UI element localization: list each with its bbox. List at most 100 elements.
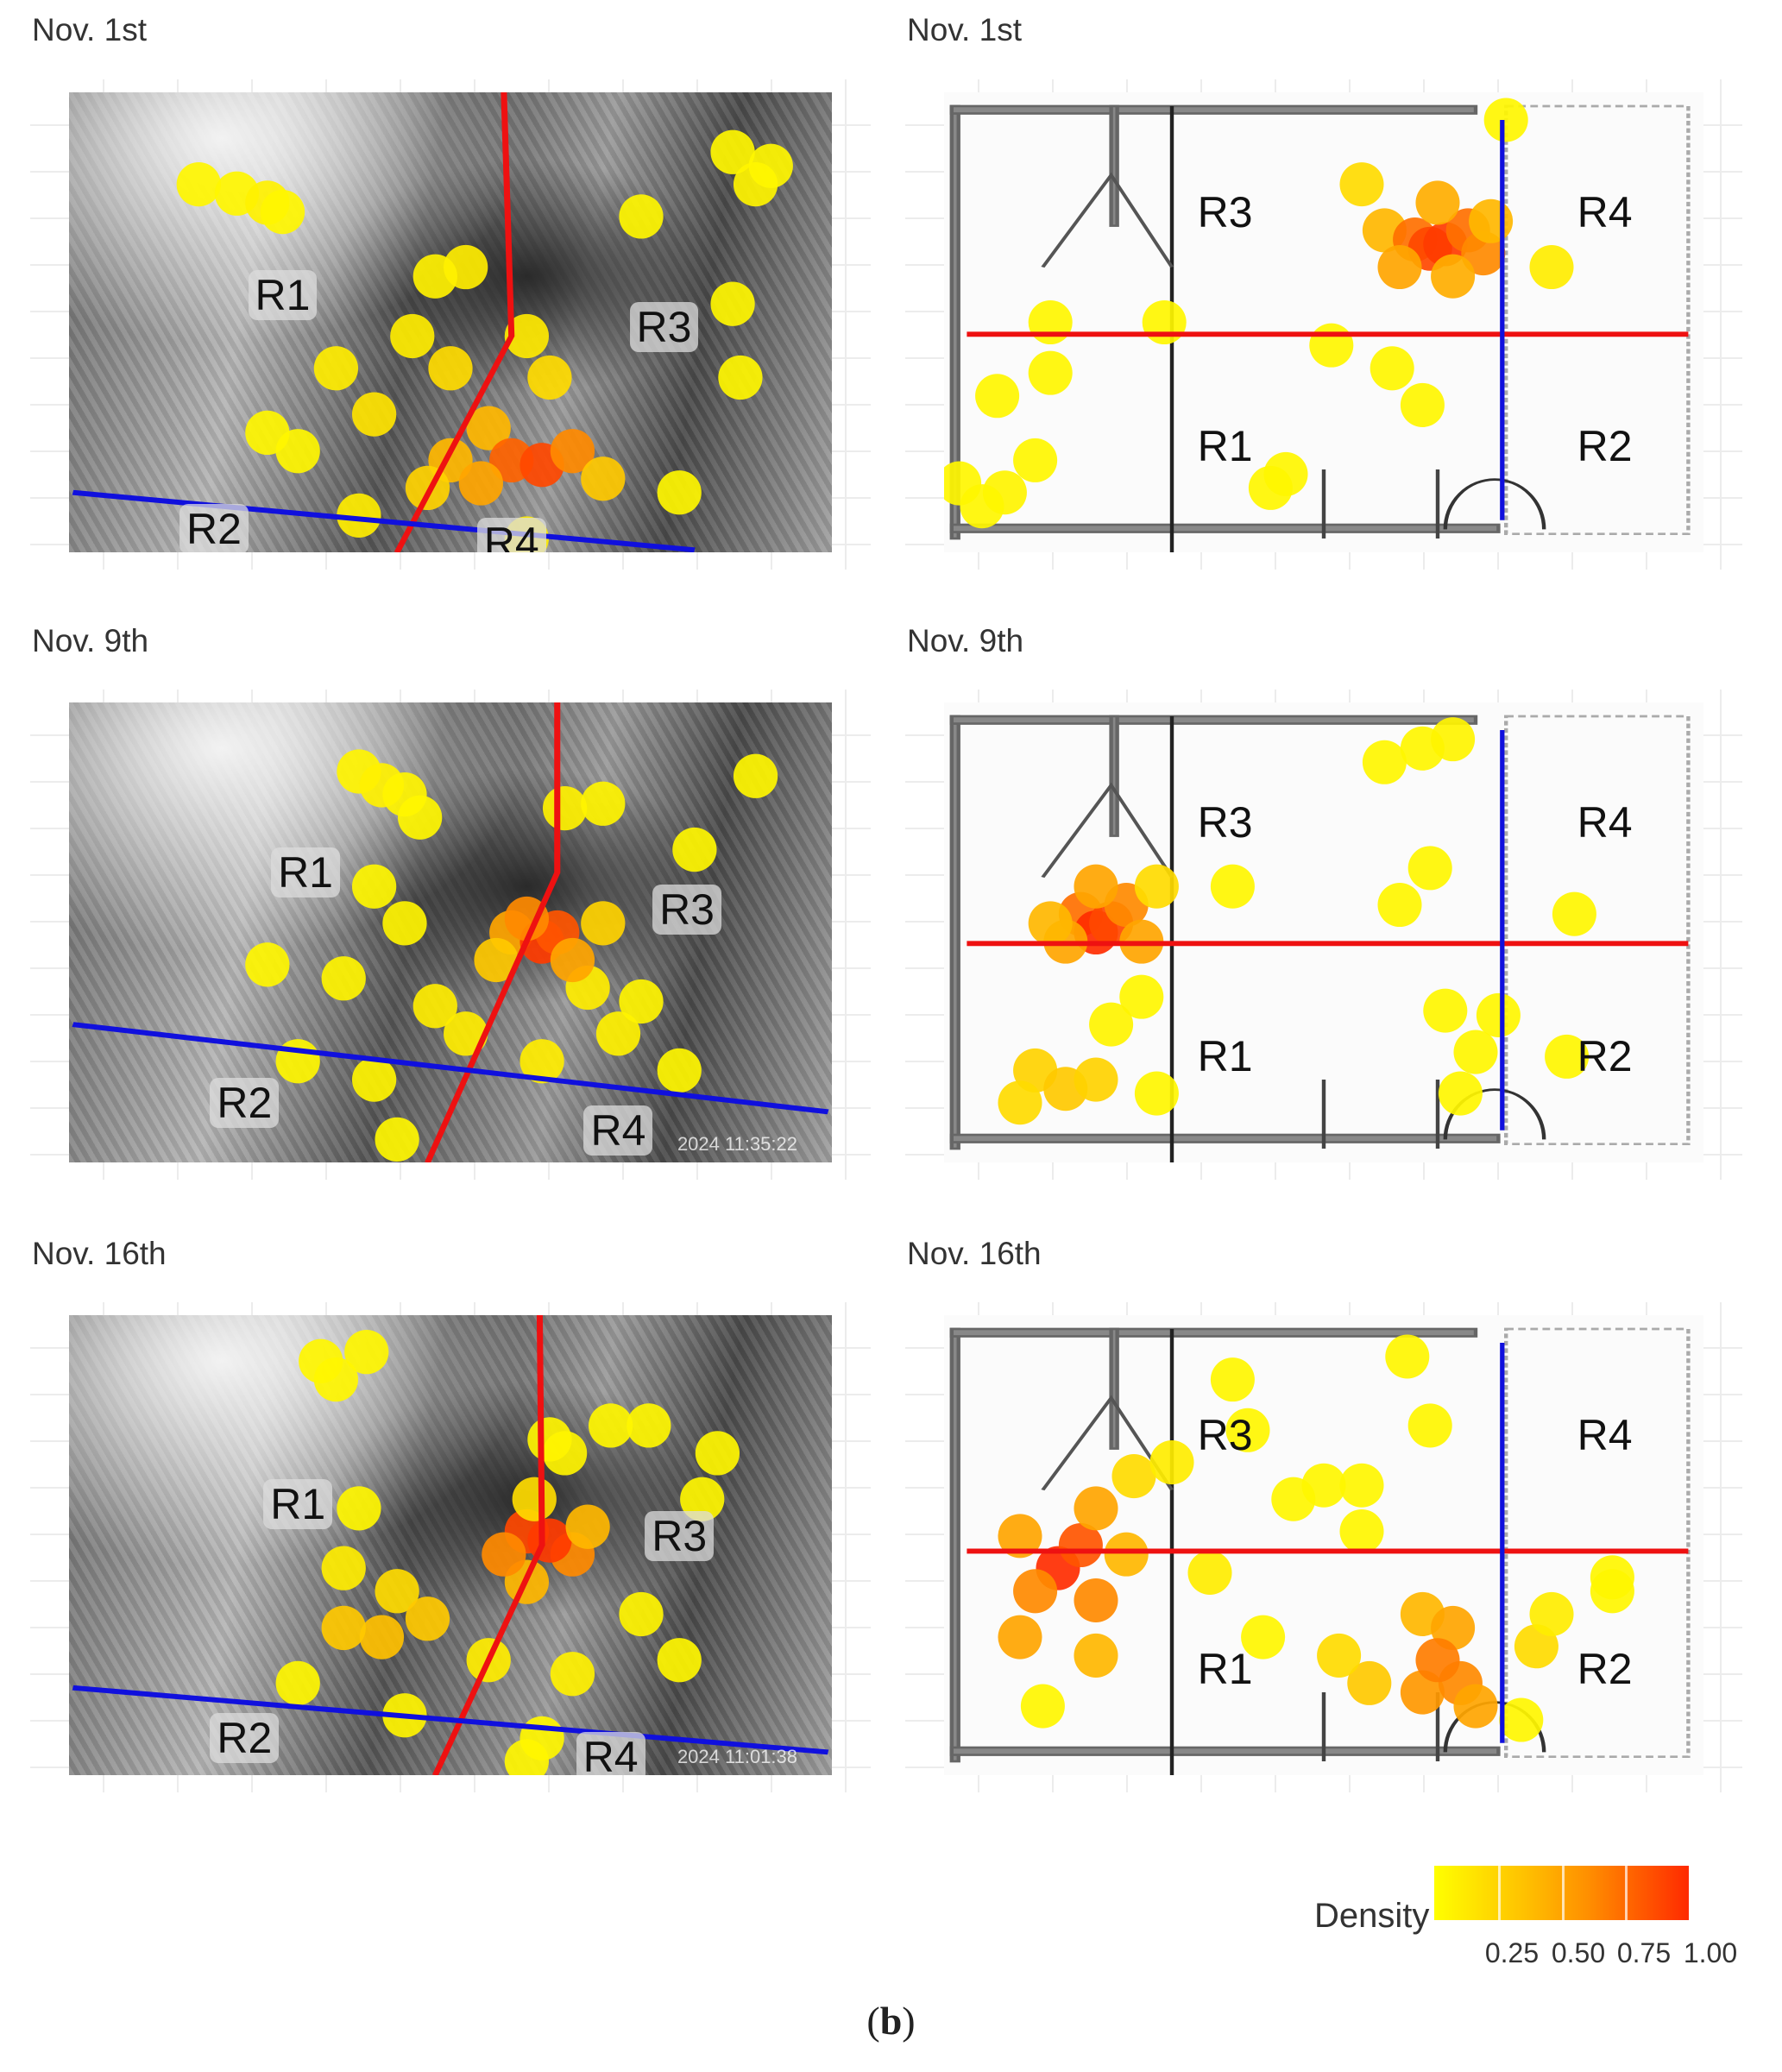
heatmap-plot xyxy=(944,98,1691,552)
panel-title: Nov. 16th xyxy=(907,1236,1042,1271)
density-point xyxy=(1453,1684,1498,1729)
density-point xyxy=(428,346,473,391)
density-point xyxy=(550,429,595,474)
density-point xyxy=(245,942,290,987)
density-point xyxy=(321,1546,366,1590)
density-point xyxy=(1074,1486,1118,1531)
density-point xyxy=(680,1477,725,1521)
legend-tick-label: 0.50 xyxy=(1551,1937,1606,1968)
region-label-r4: R4 xyxy=(1577,1410,1633,1459)
density-point xyxy=(1074,864,1118,909)
density-point xyxy=(1074,1057,1118,1102)
density-point xyxy=(733,753,778,798)
density-point xyxy=(1453,1030,1498,1074)
density-point xyxy=(504,313,550,359)
red-region-divider xyxy=(431,1315,545,1775)
legend-tick-label: 1.00 xyxy=(1683,1937,1738,1968)
floorplan-heatmap-panel: R3 R4 R1 R2 xyxy=(944,92,1703,552)
density-point xyxy=(1104,1532,1149,1577)
floorplan-heatmap-panel: R3 R4 R1 R2 xyxy=(944,702,1703,1162)
density-point xyxy=(1134,1071,1179,1116)
density-point xyxy=(1210,864,1255,909)
panel-title: Nov. 9th xyxy=(907,623,1024,658)
density-point xyxy=(375,1569,419,1614)
density-point xyxy=(998,1615,1042,1659)
region-label-r3: R3 xyxy=(652,884,721,935)
density-point xyxy=(542,1431,588,1476)
region-label-r3: R3 xyxy=(1197,797,1253,847)
region-label-r1: R1 xyxy=(1197,1645,1253,1694)
density-point xyxy=(1377,245,1422,290)
region-label-r2: R2 xyxy=(210,1713,280,1764)
density-point xyxy=(1074,1633,1118,1678)
region-label-r3: R3 xyxy=(629,301,699,352)
density-point xyxy=(1385,1334,1430,1379)
red-region-divider xyxy=(394,92,515,552)
density-point xyxy=(512,1477,557,1521)
density-point xyxy=(1020,1684,1065,1729)
heatmap-plot xyxy=(949,1327,1691,1775)
density-point xyxy=(1187,1550,1232,1595)
region-label-r1: R1 xyxy=(248,269,318,320)
density-point xyxy=(998,1080,1042,1125)
density-point xyxy=(695,1431,740,1476)
density-point xyxy=(337,493,381,538)
region-label-r2: R2 xyxy=(1577,422,1633,471)
panel-title: Nov. 9th xyxy=(32,623,149,658)
density-point xyxy=(1469,198,1514,243)
density-point xyxy=(260,189,305,235)
legend-tick-label: 0.75 xyxy=(1616,1937,1672,1968)
floorplan-walls xyxy=(949,715,1691,1162)
density-point xyxy=(1362,740,1407,784)
blue-region-divider xyxy=(72,1022,829,1115)
density-point xyxy=(1499,1697,1544,1742)
legend-title: Density xyxy=(1314,1897,1430,1935)
region-label-r2: R2 xyxy=(1577,1645,1633,1694)
blue-region-divider xyxy=(72,1685,829,1755)
density-point xyxy=(1407,1403,1452,1448)
camera-timestamp: 2024 11:01:38 xyxy=(677,1746,797,1767)
density-point xyxy=(1476,992,1521,1037)
density-point xyxy=(1529,245,1574,290)
density-colorbar xyxy=(1434,1866,1689,1920)
density-point xyxy=(1407,846,1452,891)
density-point xyxy=(1058,1522,1103,1568)
density-point xyxy=(1089,1002,1134,1047)
heatmap-plot xyxy=(72,1315,829,1775)
density-point xyxy=(1028,901,1073,946)
blue-region-divider xyxy=(72,489,696,552)
density-point xyxy=(351,392,397,437)
colorbar-tick xyxy=(1561,1866,1565,1920)
panel-title: Nov. 16th xyxy=(32,1236,167,1271)
density-point xyxy=(1013,438,1058,482)
density-point xyxy=(550,937,595,983)
density-point xyxy=(519,1716,564,1760)
density-point xyxy=(960,484,1004,529)
density-point xyxy=(657,1638,702,1683)
camera-heatmap-panel: R1 R3 R2 R4 2024 11:01:38 xyxy=(69,1315,832,1775)
region-label-r4: R4 xyxy=(583,1105,653,1156)
density-point xyxy=(351,1057,397,1102)
density-point xyxy=(619,979,664,1024)
region-label-r1: R1 xyxy=(1197,422,1253,471)
density-point xyxy=(405,1597,450,1641)
density-point xyxy=(581,901,626,946)
density-point xyxy=(458,461,503,506)
density-point xyxy=(405,465,450,511)
region-label-r4: R4 xyxy=(1577,797,1633,847)
density-point xyxy=(998,1514,1042,1559)
density-point xyxy=(313,1357,359,1402)
density-point xyxy=(382,901,427,946)
colorbar-tick xyxy=(1497,1866,1501,1920)
density-point xyxy=(1415,180,1460,225)
density-point xyxy=(627,1403,671,1448)
density-point xyxy=(1074,1578,1118,1622)
density-point xyxy=(710,281,755,326)
density-point xyxy=(313,346,359,391)
red-region-divider xyxy=(425,702,561,1162)
heatmap-plot xyxy=(949,715,1691,1162)
density-point xyxy=(1377,883,1422,928)
density-point xyxy=(1134,864,1179,909)
density-point xyxy=(657,1048,702,1093)
density-point xyxy=(412,254,457,299)
